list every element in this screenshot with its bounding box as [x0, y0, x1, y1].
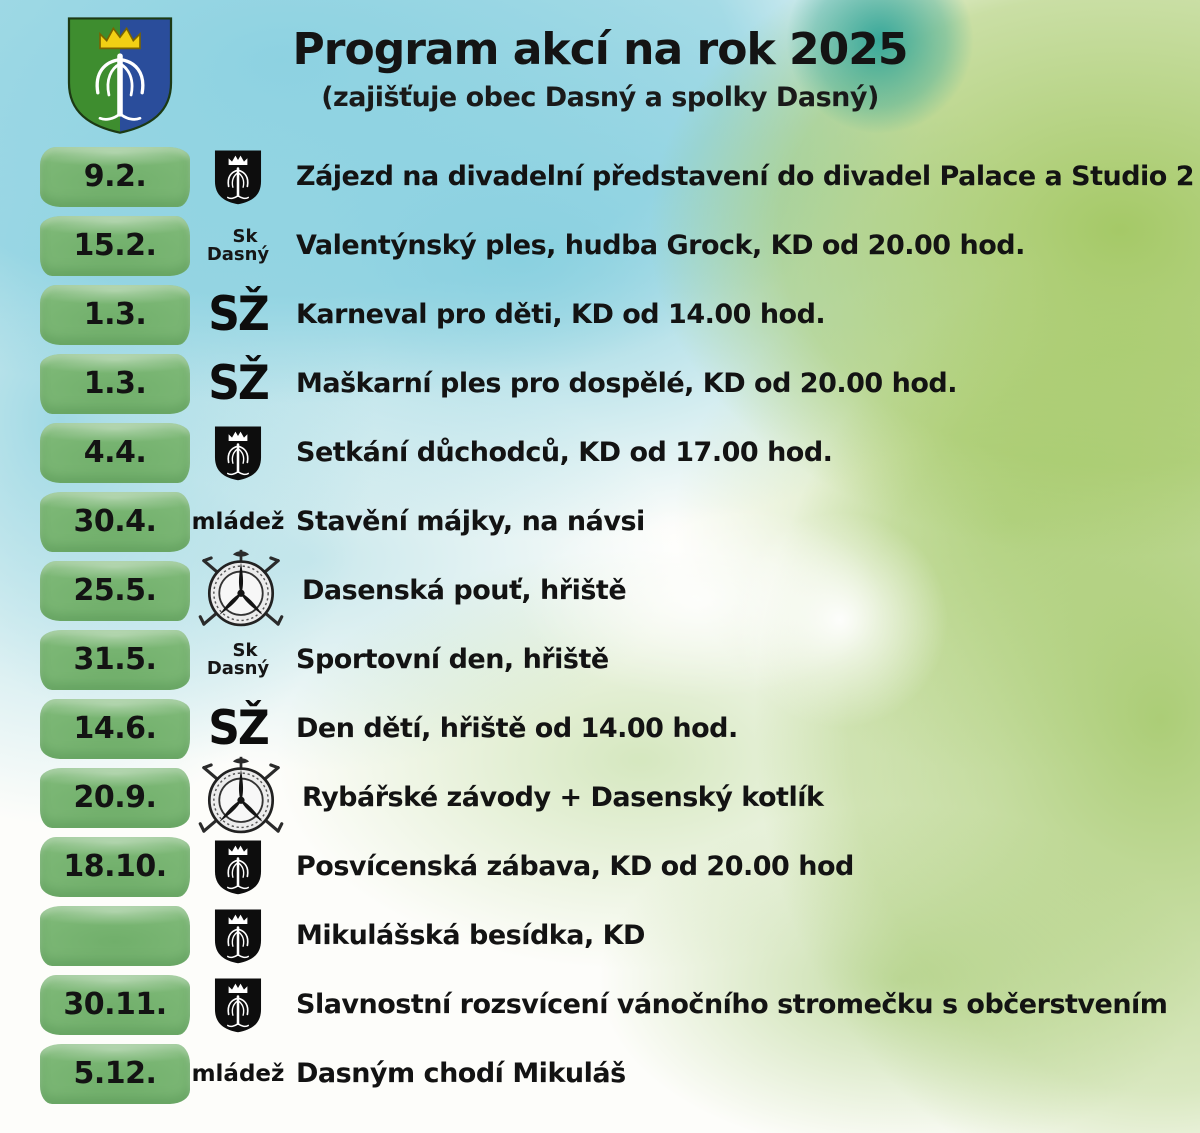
event-row: 1.3. SŽ Karneval pro děti, KD od 14.00 h…	[40, 280, 1194, 349]
event-date: 31.5.	[73, 642, 157, 677]
event-row: 9.2. Zájezd na divadelní představení do …	[40, 142, 1195, 211]
event-description: Valentýnský ples, hudba Grock, KD od 20.…	[296, 230, 1025, 261]
event-row: 25.5. Dasenská pouť, hřiště	[40, 556, 1194, 625]
sz-logo: SŽ	[208, 355, 270, 412]
event-description: Slavnostní rozsvícení vánočního stromečk…	[296, 989, 1168, 1020]
event-row: 5.12. mládež Dasným chodí Mikuláš	[40, 1039, 1194, 1108]
event-description: Dasenská pouť, hřiště	[302, 575, 627, 606]
poster-header: Program akcí na rok 2025 (zajišťuje obec…	[160, 24, 1040, 114]
event-row: 1.3. SŽ Maškarní ples pro dospělé, KD od…	[40, 349, 1194, 418]
sk-dasny-label: Sk Dasný	[206, 226, 270, 265]
event-date-blob: 1.3.	[40, 353, 190, 414]
event-date-blob: 31.5.	[40, 629, 190, 690]
municipality-crest-icon	[212, 424, 264, 482]
event-date-blob: 1.3.	[40, 284, 190, 345]
page-title: Program akcí na rok 2025	[292, 24, 909, 75]
event-date: 25.5.	[73, 573, 157, 608]
sk-dasny-label: Sk Dasný	[206, 640, 270, 679]
event-date-blob: 15.2.	[40, 215, 190, 276]
event-date: 5.12.	[73, 1056, 157, 1091]
municipality-crest-icon	[212, 976, 264, 1034]
event-date: 30.11.	[63, 987, 167, 1022]
event-row: 30.4. mládež Stavění májky, na návsi	[40, 487, 1194, 556]
event-row: 15.2. Sk Dasný Valentýnský ples, hudba Gr…	[40, 211, 1194, 280]
event-date: 18.10.	[63, 849, 167, 884]
event-description: Sportovní den, hřiště	[296, 644, 609, 675]
event-date: 15.2.	[73, 228, 157, 263]
event-row: 4.4. Setkání důchodců, KD od 17.00 hod.	[40, 418, 1194, 487]
event-date: 20.9.	[73, 780, 157, 815]
event-date: 4.4.	[83, 435, 147, 470]
event-row: 20.9. Rybářské závody + Dasenský kotlík	[40, 763, 1194, 832]
event-date-blob: 30.11.	[40, 974, 190, 1035]
event-row: 14.6. SŽ Den dětí, hřiště od 14.00 hod.	[40, 694, 1194, 763]
event-date: 1.3.	[83, 297, 147, 332]
event-date: 30.4.	[73, 504, 157, 539]
sz-logo: SŽ	[208, 700, 270, 757]
event-description: Rybářské závody + Dasenský kotlík	[302, 782, 824, 813]
event-description: Den dětí, hřiště od 14.00 hod.	[296, 713, 738, 744]
page-subtitle: (zajišťuje obec Dasný a spolky Dasný)	[321, 82, 879, 114]
mladez-label: mládež	[191, 1060, 285, 1087]
event-description: Karneval pro děti, KD od 14.00 hod.	[296, 299, 826, 330]
event-date-blob: 25.5.	[40, 560, 190, 621]
event-row: 31.5. Sk Dasný Sportovní den, hřiště	[40, 625, 1194, 694]
mladez-label: mládež	[191, 508, 285, 535]
event-row: 30.11. Slavnostní rozsvícení vánočního s…	[40, 970, 1194, 1039]
event-description: Dasným chodí Mikuláš	[296, 1058, 626, 1089]
event-date-blob: 18.10.	[40, 836, 190, 897]
event-date: 1.3.	[83, 366, 147, 401]
event-date-blob: 5.12.	[40, 1043, 190, 1104]
event-row: 18.10. Posvícenská zábava, KD od 20.00 h…	[40, 832, 1194, 901]
fishing-club-emblem-icon	[190, 548, 292, 634]
municipality-crest-icon	[212, 148, 264, 206]
event-description: Setkání důchodců, KD od 17.00 hod.	[296, 437, 833, 468]
municipality-crest-icon	[212, 838, 264, 896]
event-date: 14.6.	[73, 711, 157, 746]
event-date-blob: 30.4.	[40, 491, 190, 552]
event-date-blob: 9.2.	[40, 146, 190, 207]
event-list: 9.2. Zájezd na divadelní představení do …	[40, 142, 1195, 1108]
event-description: Zájezd na divadelní představení do divad…	[296, 161, 1195, 192]
event-description: Stavění májky, na návsi	[296, 506, 645, 537]
fishing-club-emblem-icon	[190, 755, 292, 841]
event-date: 9.2.	[83, 159, 147, 194]
event-date-blob: 4.4.	[40, 422, 190, 483]
event-date-blob: 20.9.	[40, 767, 190, 828]
event-description: Maškarní ples pro dospělé, KD od 20.00 h…	[296, 368, 957, 399]
event-description: Mikulášská besídka, KD	[296, 920, 645, 951]
event-description: Posvícenská zábava, KD od 20.00 hod	[296, 851, 854, 882]
event-date-blob	[40, 905, 190, 966]
sz-logo: SŽ	[208, 286, 270, 343]
municipality-crest-icon	[212, 907, 264, 965]
event-date-blob: 14.6.	[40, 698, 190, 759]
event-row: Mikulášská besídka, KD	[40, 901, 1194, 970]
